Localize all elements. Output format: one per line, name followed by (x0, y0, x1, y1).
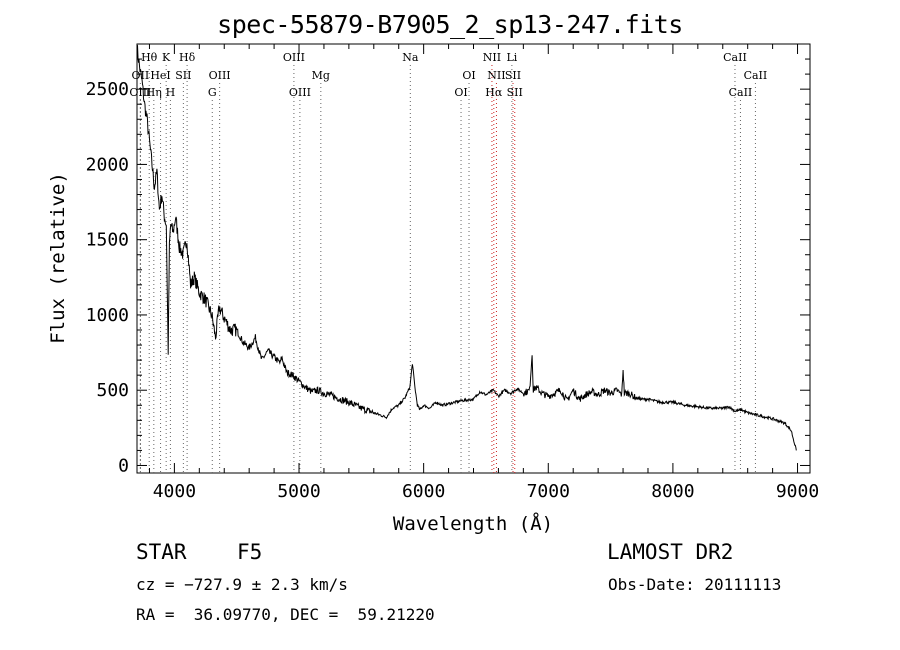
y-tick-label: 1000 (86, 305, 129, 326)
line-marker-label: HeI (150, 69, 170, 82)
y-tick-label: 2000 (86, 154, 129, 175)
x-tick-label: 8000 (651, 481, 694, 502)
line-marker-label: SII (507, 86, 523, 99)
subclass-label: F5 (237, 540, 263, 564)
x-tick-label: 4000 (153, 481, 196, 502)
line-marker-label: SII (175, 69, 191, 82)
line-marker-label: Hθ (141, 51, 158, 64)
line-marker-label: NII (487, 69, 505, 82)
line-marker-label: CaII (744, 69, 768, 82)
x-tick-label: 6000 (402, 481, 445, 502)
line-marker-label: Na (402, 51, 419, 64)
line-marker-label: CaII (723, 51, 747, 64)
line-marker-label: NII (483, 51, 501, 64)
line-marker-label: OI (454, 86, 467, 99)
y-tick-label: 1500 (86, 230, 129, 251)
line-marker-label: OII (132, 69, 150, 82)
line-marker-label: OI (462, 69, 475, 82)
line-marker-label: G (208, 86, 217, 99)
line-marker-label: K (162, 51, 171, 64)
line-marker-label: CaII (729, 86, 753, 99)
line-marker-label: OIII (289, 86, 311, 99)
line-marker-label: OIII (209, 69, 231, 82)
y-axis-label: Flux (relative) (47, 172, 69, 344)
line-marker-label: Mg (312, 69, 330, 82)
object-class-label: STAR (136, 540, 187, 564)
line-marker-label: SII (505, 69, 521, 82)
x-tick-label: 5000 (277, 481, 320, 502)
y-tick-label: 0 (118, 455, 129, 476)
plot-frame (136, 43, 811, 474)
y-tick-label: 2500 (86, 79, 129, 100)
line-marker-label: Hδ (179, 51, 196, 64)
spectrum-line (136, 45, 797, 451)
x-tick-label: 9000 (776, 481, 819, 502)
survey-label: LAMOST DR2 (607, 540, 734, 564)
spectrum-series (136, 45, 797, 451)
obs-date-label: Obs-Date: 20111113 (608, 575, 782, 594)
line-marker-label: Li (506, 51, 517, 64)
line-marker-label: OIII (283, 51, 305, 64)
y-tick-label: 500 (96, 380, 129, 401)
x-tick-label: 7000 (527, 481, 570, 502)
line-marker-label: Hα (485, 86, 503, 99)
axis-ticks: 4000 5000 6000 7000 8000 9000 0 500 1000 1500 2000… (86, 44, 819, 502)
redshift-label: cz = −727.9 ± 2.3 km/s (136, 575, 348, 594)
ra-dec-label: RA = 36.09770, DEC = 59.21220 (136, 605, 435, 624)
x-axis-label: Wavelength (Å) (393, 512, 553, 535)
line-marker-label: Hη (146, 86, 162, 99)
chart-title: spec-55879-B7905_2_sp13-247.fits (217, 10, 683, 39)
line-marker-label: H (166, 86, 176, 99)
